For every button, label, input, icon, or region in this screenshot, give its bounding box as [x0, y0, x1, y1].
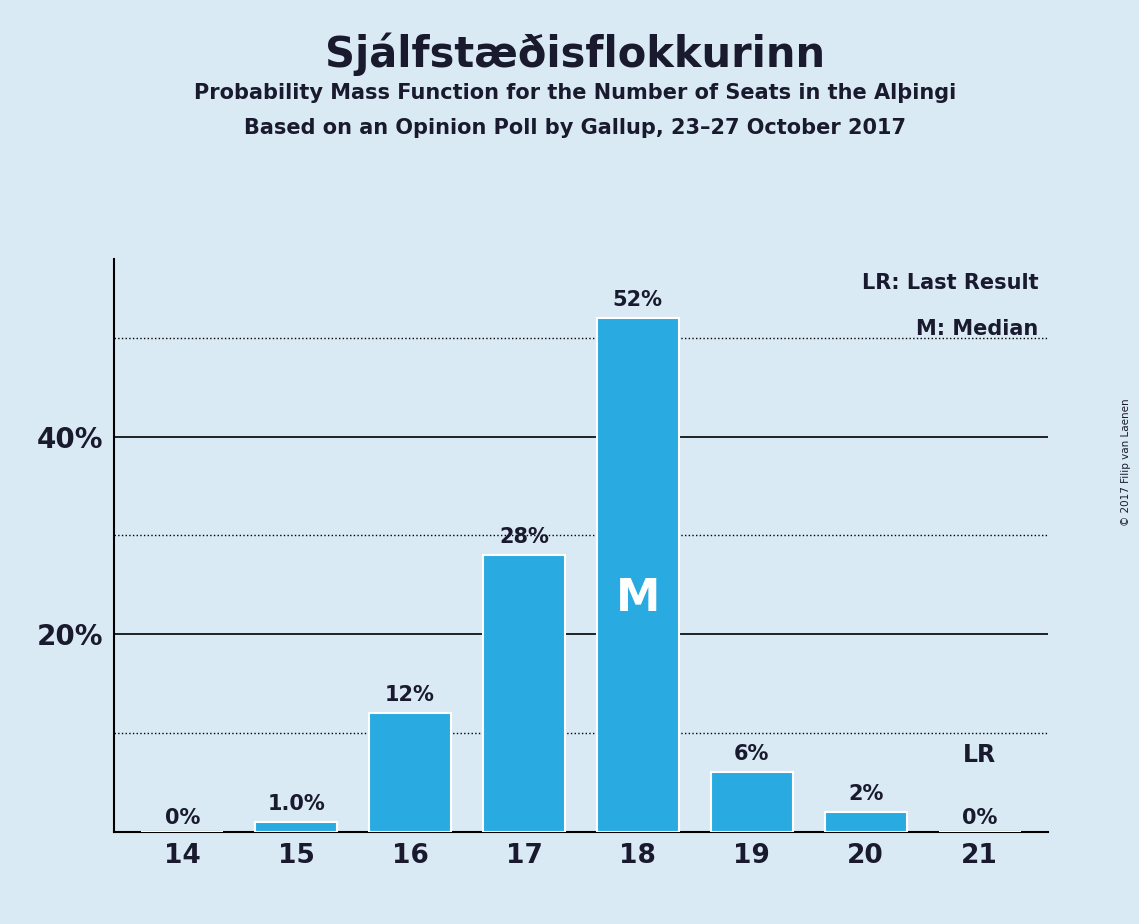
Text: 0%: 0%	[961, 808, 998, 828]
Text: M: M	[616, 577, 659, 620]
Text: 12%: 12%	[385, 686, 435, 705]
Text: © 2017 Filip van Laenen: © 2017 Filip van Laenen	[1121, 398, 1131, 526]
Text: Based on an Opinion Poll by Gallup, 23–27 October 2017: Based on an Opinion Poll by Gallup, 23–2…	[244, 118, 907, 139]
Bar	[711, 772, 793, 832]
Text: 2%: 2%	[847, 784, 884, 804]
Text: LR: Last Result: LR: Last Result	[862, 274, 1039, 293]
Bar	[483, 555, 565, 832]
Text: 0%: 0%	[164, 808, 200, 828]
Text: 1.0%: 1.0%	[268, 794, 325, 814]
Text: LR: LR	[962, 744, 997, 768]
Text: 6%: 6%	[734, 745, 770, 764]
Bar	[825, 812, 907, 832]
Bar	[597, 318, 679, 832]
Bar	[369, 713, 451, 832]
Text: 52%: 52%	[613, 290, 663, 310]
Bar	[255, 821, 337, 832]
Text: 28%: 28%	[499, 527, 549, 547]
Text: Sjálfstæðisflokkurinn: Sjálfstæðisflokkurinn	[325, 32, 826, 76]
Text: M: Median: M: Median	[916, 319, 1039, 339]
Text: Probability Mass Function for the Number of Seats in the Alþingi: Probability Mass Function for the Number…	[194, 83, 957, 103]
